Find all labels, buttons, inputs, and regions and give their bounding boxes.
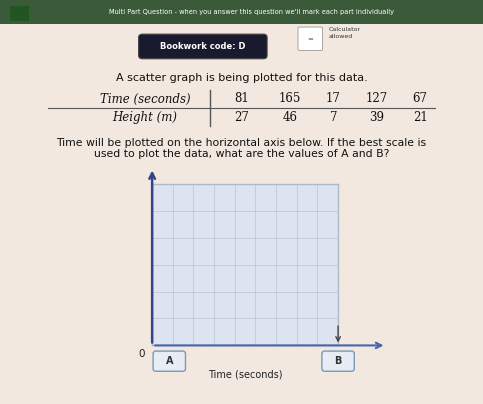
Text: 7: 7 (329, 111, 337, 124)
FancyBboxPatch shape (322, 351, 355, 371)
Text: Calculator
allowed: Calculator allowed (328, 27, 361, 39)
Text: A scatter graph is being plotted for this data.: A scatter graph is being plotted for thi… (115, 73, 368, 82)
FancyBboxPatch shape (153, 351, 185, 371)
FancyBboxPatch shape (298, 27, 323, 50)
Text: 0: 0 (138, 349, 145, 359)
Bar (152, 184, 338, 345)
Text: Time (seconds): Time (seconds) (208, 370, 283, 379)
Text: B: B (334, 356, 342, 366)
Text: 39: 39 (369, 111, 384, 124)
Text: 81: 81 (234, 93, 249, 105)
Text: 46: 46 (282, 111, 298, 124)
Text: 17: 17 (326, 93, 341, 105)
Text: Height (m): Height (m) (113, 111, 177, 124)
FancyBboxPatch shape (139, 34, 267, 59)
Text: A: A (166, 356, 173, 366)
Text: Time (seconds): Time (seconds) (99, 93, 190, 105)
Text: Multi Part Question - when you answer this question we'll mark each part individ: Multi Part Question - when you answer th… (109, 9, 394, 15)
Text: 127: 127 (366, 93, 388, 105)
Text: used to plot the data, what are the values of A and B?: used to plot the data, what are the valu… (94, 149, 389, 159)
Text: 27: 27 (234, 111, 249, 124)
Bar (10, 6, 29, 21)
Text: =: = (307, 36, 313, 42)
Text: 165: 165 (279, 93, 301, 105)
Text: 21: 21 (413, 111, 427, 124)
Bar (0, 0, 483, 24)
Text: 67: 67 (412, 93, 428, 105)
Text: Bookwork code: D: Bookwork code: D (160, 42, 246, 51)
Text: Time will be plotted on the horizontal axis below. If the best scale is: Time will be plotted on the horizontal a… (57, 138, 426, 147)
